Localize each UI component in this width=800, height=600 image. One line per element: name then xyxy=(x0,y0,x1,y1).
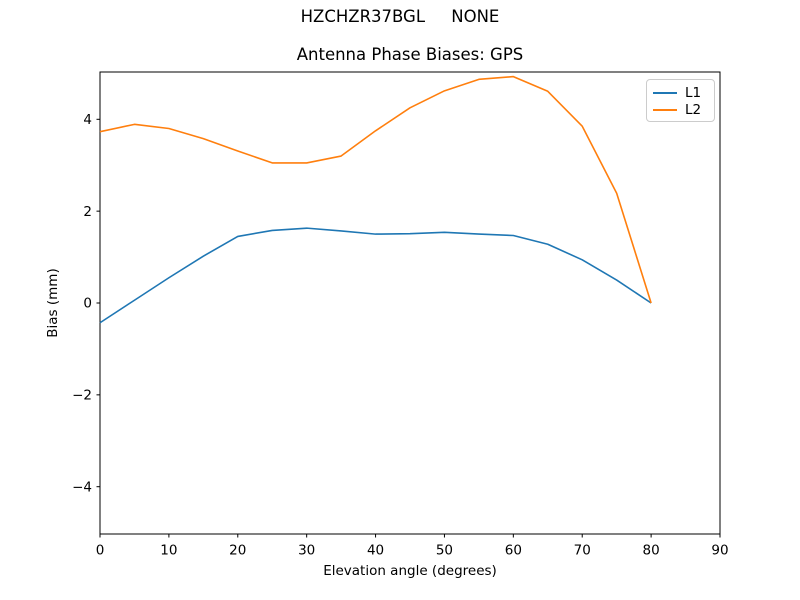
x-tick-label: 50 xyxy=(436,543,453,559)
series-line-l2 xyxy=(99,75,652,304)
legend-line-sample-l1 xyxy=(653,91,677,94)
chart-title: Antenna Phase Biases: GPS xyxy=(296,45,524,64)
series-line-l1 xyxy=(99,227,652,324)
figure-suptitle: HZCHZR37BGL NONE xyxy=(300,7,500,26)
y-tick-label: −4 xyxy=(72,479,92,495)
legend-label-l1: L1 xyxy=(685,84,702,101)
legend-item-l1: L1 xyxy=(653,84,714,101)
legend-item-l2: L2 xyxy=(653,101,714,118)
legend: L1 L2 xyxy=(646,79,715,122)
legend-label-l2: L2 xyxy=(685,101,702,118)
x-tick-label: 40 xyxy=(367,543,384,559)
x-axis-label: Elevation angle (degrees) xyxy=(323,563,497,579)
axes-frame xyxy=(99,71,721,535)
x-tick-label: 90 xyxy=(711,543,728,559)
x-tick-label: 80 xyxy=(643,543,660,559)
y-tick-label: −2 xyxy=(72,388,92,404)
x-tick-label: 30 xyxy=(298,543,315,559)
x-tick-label: 20 xyxy=(229,543,246,559)
x-tick-label: 70 xyxy=(574,543,591,559)
x-tick-label: 10 xyxy=(160,543,177,559)
y-axis-label: Bias (mm) xyxy=(45,268,61,337)
x-tick-label: 0 xyxy=(96,543,105,559)
x-tick-label: 60 xyxy=(505,543,522,559)
y-tick-label: 0 xyxy=(83,296,92,312)
legend-line-sample-l2 xyxy=(653,108,677,111)
y-tick-label: 2 xyxy=(83,204,92,220)
y-tick-label: 4 xyxy=(83,112,92,128)
